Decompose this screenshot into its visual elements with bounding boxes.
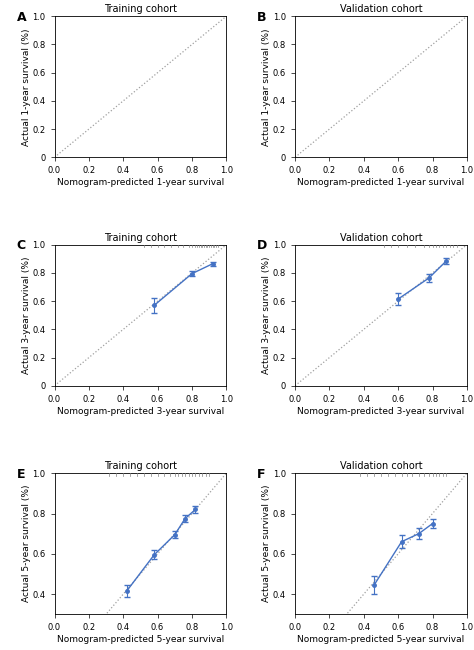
Y-axis label: Actual 1-year survival (%): Actual 1-year survival (%)	[263, 28, 272, 146]
X-axis label: Nomogram-predicted 1-year survival: Nomogram-predicted 1-year survival	[57, 178, 224, 187]
Title: Validation cohort: Validation cohort	[340, 233, 422, 242]
Text: C: C	[17, 239, 26, 252]
Text: D: D	[257, 239, 267, 252]
Y-axis label: Actual 5-year survival (%): Actual 5-year survival (%)	[22, 485, 31, 603]
Text: A: A	[17, 10, 27, 23]
X-axis label: Nomogram-predicted 1-year survival: Nomogram-predicted 1-year survival	[297, 178, 465, 187]
Title: Validation cohort: Validation cohort	[340, 461, 422, 471]
Text: E: E	[17, 467, 25, 480]
X-axis label: Nomogram-predicted 5-year survival: Nomogram-predicted 5-year survival	[57, 635, 224, 644]
X-axis label: Nomogram-predicted 3-year survival: Nomogram-predicted 3-year survival	[297, 406, 465, 415]
Y-axis label: Actual 5-year survival (%): Actual 5-year survival (%)	[263, 485, 272, 603]
Title: Training cohort: Training cohort	[104, 461, 177, 471]
Y-axis label: Actual 3-year survival (%): Actual 3-year survival (%)	[263, 257, 272, 374]
Text: B: B	[257, 10, 267, 23]
Title: Training cohort: Training cohort	[104, 4, 177, 14]
Title: Validation cohort: Validation cohort	[340, 4, 422, 14]
Text: F: F	[257, 467, 266, 480]
Y-axis label: Actual 1-year survival (%): Actual 1-year survival (%)	[22, 28, 31, 146]
X-axis label: Nomogram-predicted 5-year survival: Nomogram-predicted 5-year survival	[297, 635, 465, 644]
Title: Training cohort: Training cohort	[104, 233, 177, 242]
X-axis label: Nomogram-predicted 3-year survival: Nomogram-predicted 3-year survival	[57, 406, 224, 415]
Y-axis label: Actual 3-year survival (%): Actual 3-year survival (%)	[22, 257, 31, 374]
